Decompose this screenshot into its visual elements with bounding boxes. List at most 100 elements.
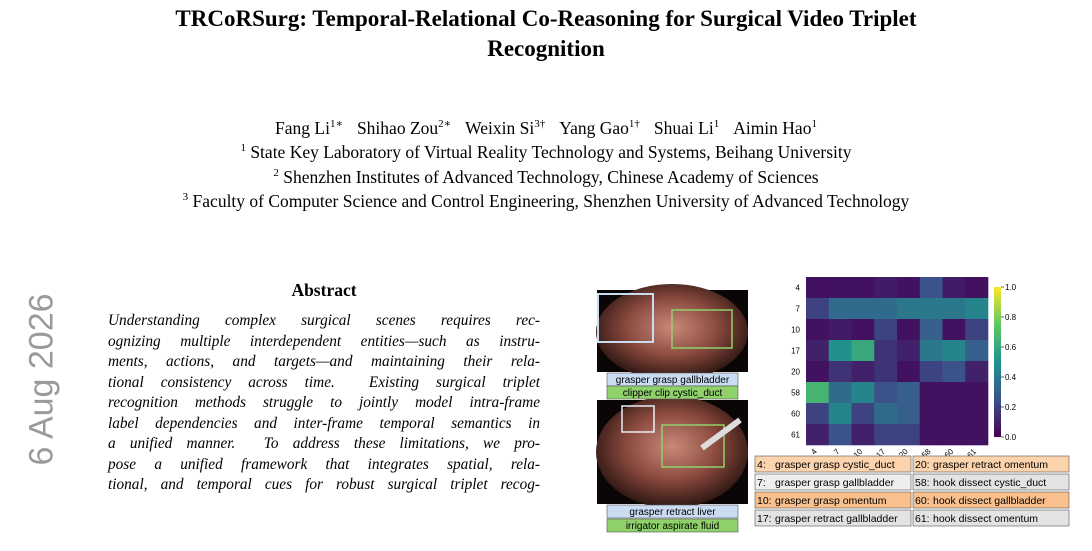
abstract-line: label dependencies and inter-frame tempo… [108,414,540,432]
legend-text: grasper grasp cystic_duct [775,459,895,471]
figure: grasper grasp gallbladder clipper clip cy… [596,277,1070,533]
heatmap-cell [942,319,966,341]
legend-key: 60: [915,495,930,507]
heatmap-cell [874,424,898,446]
paper-title: Recognition [487,36,605,61]
heatmap-cell [942,382,966,404]
heatmap-cell [897,403,921,425]
heatmap-cell [851,340,875,362]
heatmap-cell [851,277,875,299]
y-tick-label: 7 [796,305,801,314]
author: Weixin Si3† [465,118,545,138]
heatmap-cell [828,403,852,425]
colorbar-tick-label: 0.2 [1005,403,1017,412]
legend-text: grasper retract omentum [933,459,1048,471]
legend-text: hook dissect omentum [933,513,1038,525]
heatmap-cell [965,340,989,362]
x-tick-label: 4 [809,447,819,457]
legend-cell [754,509,912,527]
heatmap-cell [942,361,966,383]
author-name: Fang Li [275,117,330,138]
heatmap-cell [897,277,921,299]
heatmap-cell [828,382,852,404]
label-text: irrigator aspirate fluid [626,521,719,532]
legend-cell [754,473,912,491]
heatmap-cell [897,424,921,446]
heatmap-cell [851,361,875,383]
heatmap-cell [806,382,830,404]
abstract-heading: Abstract [291,280,357,300]
legend-key: 61: [915,513,930,525]
heatmap-cell [965,298,989,320]
heatmap-cell [874,298,898,320]
author-name: Shihao Zou [356,117,439,138]
affiliation-mark: 2 [273,166,279,179]
bounding-box [597,293,654,343]
heatmap-cell [965,277,989,299]
heatmap-cell [965,361,989,383]
legend-key: 7: [757,477,766,489]
colorbar [994,287,1001,437]
instrument [700,417,742,451]
heatmap-cell [919,361,943,383]
y-tick-label: 17 [791,347,800,356]
heatmap-cell [897,319,921,341]
heatmap-cell [897,298,921,320]
author: Shuai Li1 [654,118,719,138]
heatmap-cell [806,298,830,320]
heatmap-cell [965,424,989,446]
author-name: Aimin Hao [733,117,812,138]
heatmap-cell [919,340,943,362]
heatmap-cell [919,319,943,341]
heatmap-cell [919,424,943,446]
arxiv-stamp: 6 Aug 2026 [22,293,61,466]
heatmap-cell [851,319,875,341]
heatmap-cell [919,298,943,320]
heatmap-cell [851,403,875,425]
affiliation: 2 Shenzhen Institutes of Advanced Techno… [0,167,1092,188]
heatmap-cell [851,382,875,404]
abstract-line: a unified manner. To address these limit… [108,435,540,452]
y-tick-label: 60 [791,410,800,419]
author-mark: 1† [628,118,640,130]
affiliation-mark: 3 [182,191,189,204]
heatmap-cell [828,340,852,362]
colorbar-tick-label: 1.0 [1005,283,1017,292]
legend-cell [912,473,1070,491]
legend-text: grasper grasp gallbladder [775,477,895,489]
heatmap-cell [919,403,943,425]
y-tick-label: 61 [791,431,800,440]
authors: Fang Li1∗ Shihao Zou2∗ Weixin Si3† Yang Gao… [0,117,1092,139]
heatmap-cell [874,340,898,362]
abstract-line: tional consistency across time. Existing… [108,373,540,391]
paper-title: TRCoRSurg: Temporal-Relational Co-Reason… [175,6,917,31]
heatmap-cell [874,361,898,383]
heatmap-cell [874,277,898,299]
author-name: Shuai Li [653,117,714,138]
heatmap-cell [806,319,830,341]
abstract-line: pose a unified framework that integrates… [108,455,540,473]
heatmap-cell [897,361,921,383]
abstract-line: ments, actions, and targets—and maintain… [108,353,540,370]
heatmap-cell [942,277,966,299]
heatmap-cell [965,319,989,341]
author-name: Weixin Si [465,117,535,138]
legend-text: hook dissect cystic_duct [933,477,1046,489]
heatmap-cell [942,340,966,362]
heatmap-cell [965,382,989,404]
author-mark: 1 [713,118,720,130]
bounding-box [661,424,725,468]
frame-image [596,396,748,508]
y-tick-label: 58 [791,389,800,398]
colorbar-tick-label: 0.0 [1005,433,1017,442]
author: Shihao Zou2∗ [357,118,451,138]
heatmap-cell [828,424,852,446]
label-text: grasper grasp gallbladder [616,375,730,386]
author: Fang Li1∗ [275,118,343,138]
bounding-box [671,309,733,349]
legend-text: grasper retract gallbladder [775,513,898,525]
heatmap-cell [965,403,989,425]
label-box [606,385,739,400]
author: Yang Gao1† [559,118,640,138]
